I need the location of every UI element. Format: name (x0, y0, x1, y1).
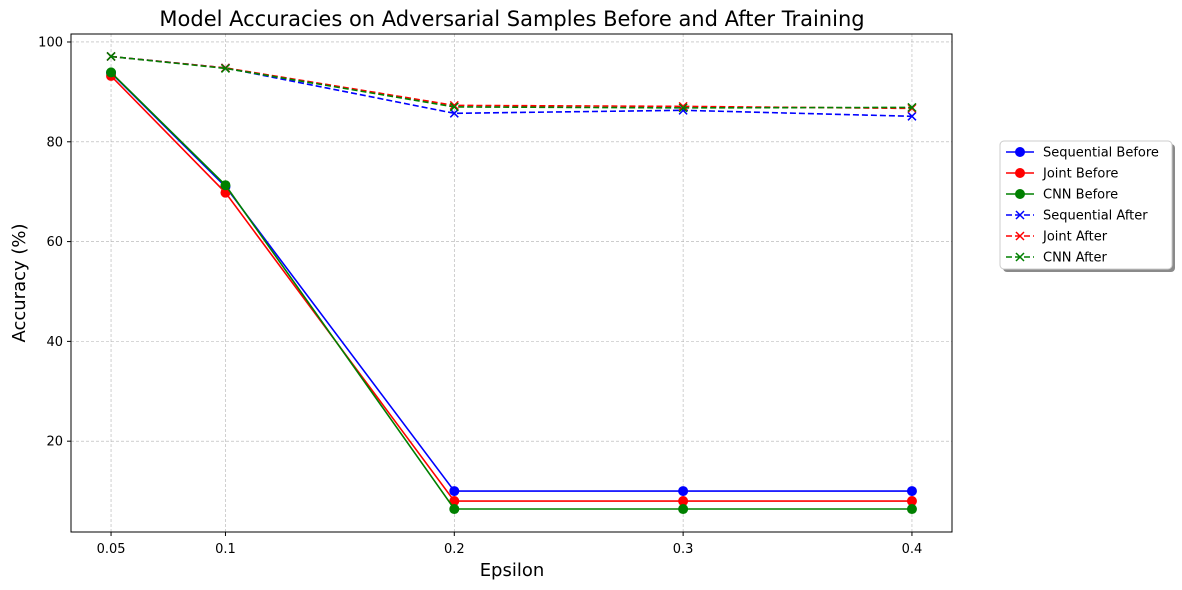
series-line (110, 55, 913, 109)
legend-label: Sequential After (1043, 209, 1148, 224)
chart-title: Model Accuracies on Adversarial Samples … (159, 7, 864, 31)
y-tick-label: 20 (46, 435, 63, 450)
legend-label: CNN Before (1043, 188, 1118, 203)
y-tick-label: 40 (46, 335, 63, 350)
legend-item: CNN After (1006, 251, 1108, 266)
legend-marker (1015, 252, 1025, 262)
x-tick-label: 0.05 (97, 542, 126, 557)
data-point (449, 102, 459, 112)
y-tick-label: 100 (38, 35, 63, 50)
data-point (906, 504, 917, 515)
data-point (449, 100, 459, 110)
y-axis-label: Accuracy (%) (9, 223, 30, 342)
legend-marker (1015, 189, 1025, 199)
y-tick-label: 80 (46, 135, 63, 150)
series-joint-after (106, 51, 917, 113)
data-point (106, 51, 116, 61)
x-tick-label: 0.3 (673, 542, 694, 557)
series-line (110, 71, 912, 510)
series-sequential-before (106, 67, 917, 497)
legend-item: Joint After (1006, 230, 1108, 245)
data-point (907, 111, 917, 121)
data-point (678, 504, 689, 515)
plot-frame (70, 33, 953, 533)
legend-label: Sequential Before (1043, 146, 1159, 161)
data-point (678, 486, 689, 497)
data-point (449, 504, 460, 515)
legend-label: Joint Before (1042, 167, 1118, 182)
data-point (449, 108, 459, 118)
data-point (678, 103, 688, 113)
legend-marker (1015, 147, 1025, 157)
data-point (678, 101, 688, 111)
series-joint-before (106, 70, 917, 507)
legend-item: Sequential Before (1006, 146, 1159, 161)
y-tick-label: 60 (46, 235, 63, 250)
data-point (907, 102, 917, 112)
series-line (110, 75, 912, 502)
legend: Sequential Before Joint Before CNN Before S… (999, 140, 1175, 272)
data-point (906, 486, 917, 497)
data-point (106, 67, 117, 78)
legend-marker (1015, 210, 1025, 220)
legend-item: Joint Before (1006, 167, 1118, 182)
legend-label: Joint After (1042, 230, 1108, 245)
x-tick-label: 0.4 (902, 542, 923, 557)
x-tick-label: 0.1 (215, 542, 236, 557)
data-point (220, 63, 230, 73)
series-line (110, 72, 912, 492)
series-cnn-after (106, 51, 917, 113)
legend-box (999, 140, 1173, 270)
x-tick-label: 0.2 (444, 542, 465, 557)
series-line (110, 55, 913, 110)
legend-marker (1015, 231, 1025, 241)
legend-marker (1015, 168, 1025, 178)
data-point (449, 486, 460, 497)
legend-label: CNN After (1043, 251, 1108, 266)
plot-area: 0.05 0.1 0.2 0.3 0.4 20 40 60 80 100 (38, 33, 953, 557)
data-point (220, 180, 231, 191)
legend-item: CNN Before (1006, 188, 1118, 203)
series-cnn-before (106, 67, 917, 515)
series-sequential-after (106, 51, 917, 121)
legend-item: Sequential After (1006, 209, 1148, 224)
x-axis-label: Epsilon (480, 560, 545, 581)
